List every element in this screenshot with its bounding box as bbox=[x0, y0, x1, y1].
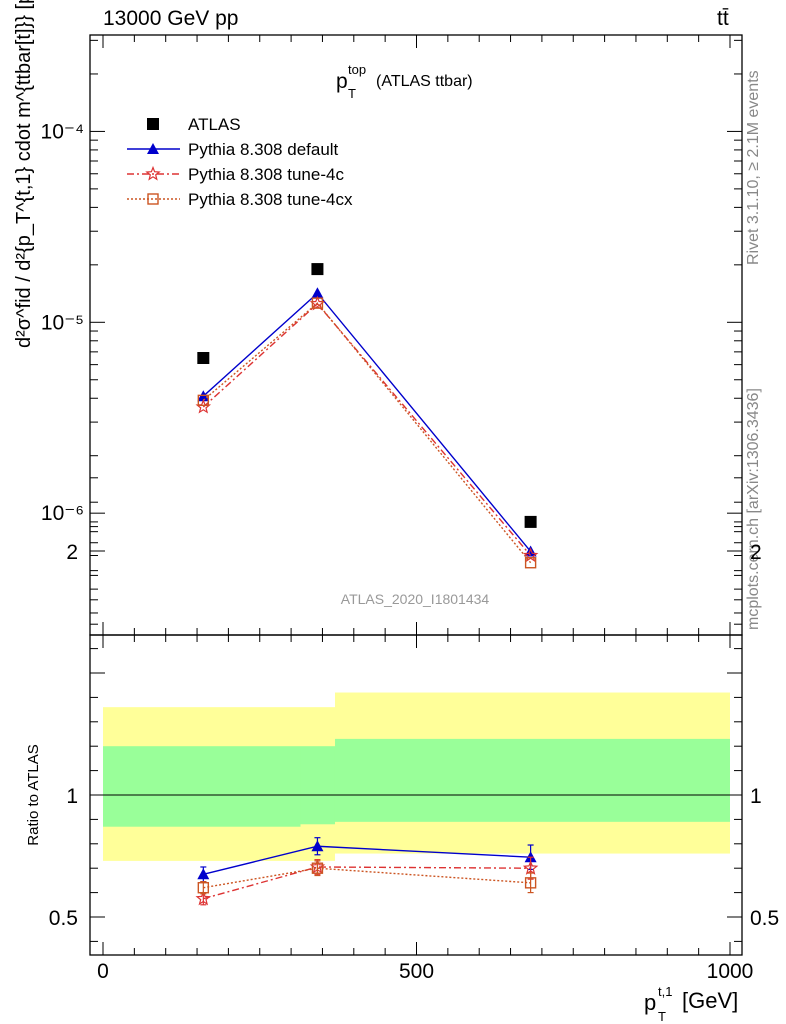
ratio-y-tick-label-right: 0.5 bbox=[750, 907, 779, 930]
main-pythia-8-308-tune-4cx-point bbox=[311, 297, 324, 309]
ratio-pythia-8-308-default-point bbox=[197, 868, 210, 880]
plot-title-rest: (ATLAS ttbar) bbox=[376, 73, 473, 90]
ratio-pythia-8-308-tune-4c-line bbox=[203, 866, 531, 900]
x-axis-label-main: p bbox=[644, 990, 656, 1015]
header-process: 13000 GeV pp bbox=[103, 7, 239, 30]
ratio-pythia-8-308-default-point bbox=[311, 840, 324, 852]
x-tick-label: 500 bbox=[399, 960, 434, 983]
main-pythia-8-308-tune-4cx-point bbox=[197, 394, 210, 407]
legend-marker bbox=[147, 118, 159, 130]
uncertainty-band-green bbox=[103, 746, 301, 827]
ratio-y-axis-label: Ratio to ATLAS bbox=[25, 744, 42, 845]
x-axis-label-sub: T bbox=[658, 1009, 666, 1024]
y-axis-label: d²σ^fid / d²{p_T^{t,1} cdot m^{ttbar[t]}… bbox=[13, 0, 35, 348]
plot-title-sup: top bbox=[348, 62, 366, 77]
plot-title-main: p bbox=[336, 70, 348, 93]
y-tick-label: 10⁻⁴ bbox=[41, 120, 84, 143]
analysis-tag: ATLAS_2020_I1801434 bbox=[341, 591, 490, 607]
main-atlas-point bbox=[311, 263, 324, 276]
ratio-pythia-8-308-tune-4c-point bbox=[522, 860, 539, 875]
main-pythia-8-308-default-point bbox=[311, 287, 324, 299]
main-pythia-8-308-tune-4c-line bbox=[202, 302, 532, 556]
ratio-y-tick-label-right: 1 bbox=[750, 785, 762, 808]
legend-label: Pythia 8.308 tune-4c bbox=[188, 165, 344, 184]
ratio-pythia-8-308-tune-4c-point bbox=[195, 890, 212, 906]
ratio-y-tick-label: 0.5 bbox=[49, 907, 78, 930]
legend-label: ATLAS bbox=[188, 115, 241, 134]
legend-label: Pythia 8.308 default bbox=[188, 140, 339, 159]
main-atlas-point bbox=[524, 515, 537, 528]
x-axis-label-sup: t,1 bbox=[658, 984, 672, 999]
main-pythia-8-308-default-line bbox=[202, 292, 532, 552]
ratio-y-tick-label-right: 2 bbox=[750, 541, 762, 564]
y-tick-label: 10⁻⁶ bbox=[41, 502, 84, 525]
legend-label: Pythia 8.308 tune-4cx bbox=[188, 190, 353, 209]
legend-marker bbox=[147, 193, 159, 205]
uncertainty-band-green bbox=[334, 738, 730, 822]
x-tick-label: 0 bbox=[97, 960, 109, 983]
ratio-pythia-8-308-tune-4cx-point bbox=[311, 862, 324, 874]
ratio-y-tick-label: 1 bbox=[66, 785, 78, 808]
y-tick-label: 10⁻⁵ bbox=[41, 311, 84, 334]
header-final-state: tt̄ bbox=[717, 7, 729, 30]
ratio-pythia-8-308-tune-4cx-point bbox=[197, 882, 210, 894]
x-tick-label: 1000 bbox=[707, 960, 754, 983]
plot-title-sub: T bbox=[348, 86, 356, 101]
ratio-y-tick-label: 2 bbox=[66, 541, 78, 564]
ratio-pythia-8-308-tune-4cx-point bbox=[524, 877, 537, 889]
main-pythia-8-308-tune-4cx-point bbox=[524, 557, 537, 569]
uncertainty-band-green bbox=[300, 746, 335, 825]
main-pythia-8-308-tune-4cx-line bbox=[202, 302, 532, 564]
main-atlas-point bbox=[197, 352, 210, 365]
x-axis-label-rest: [GeV] bbox=[682, 988, 738, 1013]
legend-marker bbox=[145, 165, 161, 181]
legend-marker bbox=[147, 143, 159, 154]
